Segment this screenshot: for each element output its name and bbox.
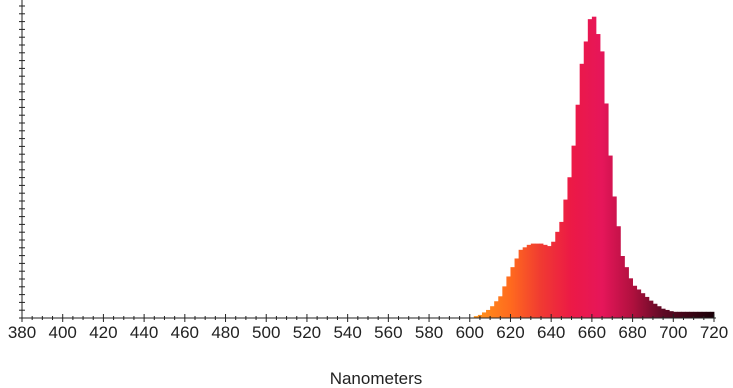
spectrum-bar: [490, 306, 495, 318]
spectrum-bar: [669, 311, 674, 318]
plot-area: [473, 16, 715, 319]
spectrum-bar: [701, 311, 707, 318]
x-tick-label: 400: [49, 323, 77, 342]
spectrum-bar: [632, 285, 638, 318]
spectrum-bar: [657, 306, 662, 318]
spectrum-bar: [709, 311, 715, 318]
spectrum-bar: [685, 311, 690, 318]
x-tick-label: 540: [333, 323, 361, 342]
spectrum-bar: [534, 243, 540, 318]
spectrum-bar: [571, 145, 576, 318]
spectrum-bar: [522, 247, 528, 318]
spectrum-bar: [498, 296, 503, 318]
spectrum-bar: [616, 226, 621, 318]
spectrum-bar: [547, 246, 552, 318]
spectrum-bar: [681, 311, 686, 318]
x-tick-label: 640: [537, 323, 565, 342]
x-axis-title: Nanometers: [330, 369, 423, 388]
spectrum-bar: [514, 258, 520, 318]
spectrum-bar: [481, 312, 487, 318]
spectrum-bar: [494, 301, 499, 318]
spectrum-bar: [595, 34, 601, 318]
spectrum-bar: [673, 311, 678, 318]
spectrum-bar: [604, 103, 609, 318]
spectrum-bar: [705, 311, 711, 318]
spectrum-bar: [640, 293, 646, 318]
spectrum-bar: [530, 243, 536, 318]
x-tick-label: 580: [415, 323, 443, 342]
spectrum-bar: [648, 300, 654, 318]
spectrum-bar: [486, 309, 491, 318]
x-tick-label: 480: [211, 323, 239, 342]
spectrum-bar: [644, 296, 650, 318]
spectrum-bar: [575, 104, 581, 318]
x-tick-label: 380: [8, 323, 36, 342]
x-tick-label: 680: [618, 323, 646, 342]
spectrum-bar: [587, 19, 593, 318]
spectrum-bar: [689, 311, 695, 318]
spectrum-bar: [591, 16, 597, 319]
spectrum-bar: [661, 308, 666, 318]
x-tick-label: 440: [130, 323, 158, 342]
spectrum-bar: [506, 276, 511, 318]
spectrum-bar: [583, 41, 589, 318]
x-tick-label: 500: [252, 323, 280, 342]
spectrum-bar: [636, 289, 642, 318]
spectrum-bar: [563, 199, 568, 318]
spectrum-bar: [559, 221, 564, 318]
spectrum-bar: [697, 311, 703, 318]
spectrum-bar: [579, 63, 585, 318]
spectrum-bar: [473, 316, 479, 318]
spectrum-bar: [518, 249, 524, 318]
spectrum-bar: [693, 311, 699, 318]
x-tick-label: 700: [659, 323, 687, 342]
spectrum-bar: [652, 303, 658, 318]
x-tick-label: 560: [374, 323, 402, 342]
spectrum-bar: [600, 51, 605, 319]
spectrum-bar: [502, 286, 507, 318]
spectrum-bar: [567, 177, 572, 318]
x-tick-label: 520: [293, 323, 321, 342]
x-tick-label: 460: [171, 323, 199, 342]
spectrum-bar: [620, 256, 625, 318]
x-tick-label: 420: [89, 323, 117, 342]
spectrum-bar: [551, 241, 556, 318]
spectrum-bar: [612, 196, 617, 318]
x-tick-label: 600: [456, 323, 484, 342]
spectrum-bar: [555, 231, 560, 318]
x-tick-label: 720: [700, 323, 728, 342]
spectrum-bar: [510, 267, 515, 318]
x-tick-label: 660: [578, 323, 606, 342]
spectrum-bar: [677, 311, 682, 318]
axes: 380 400 420 440 460 480 500 520 540 560 580 600 620 6…: [8, 0, 728, 342]
spectrum-bar: [628, 278, 633, 318]
spectrum-bar: [526, 244, 532, 318]
spectrum-bar: [624, 267, 629, 318]
spectrum-bar: [543, 244, 548, 318]
spectrum-bar: [538, 243, 544, 318]
spectrum-bar: [608, 155, 613, 318]
spectrum-bar: [665, 309, 670, 318]
x-tick-label: 620: [496, 323, 524, 342]
